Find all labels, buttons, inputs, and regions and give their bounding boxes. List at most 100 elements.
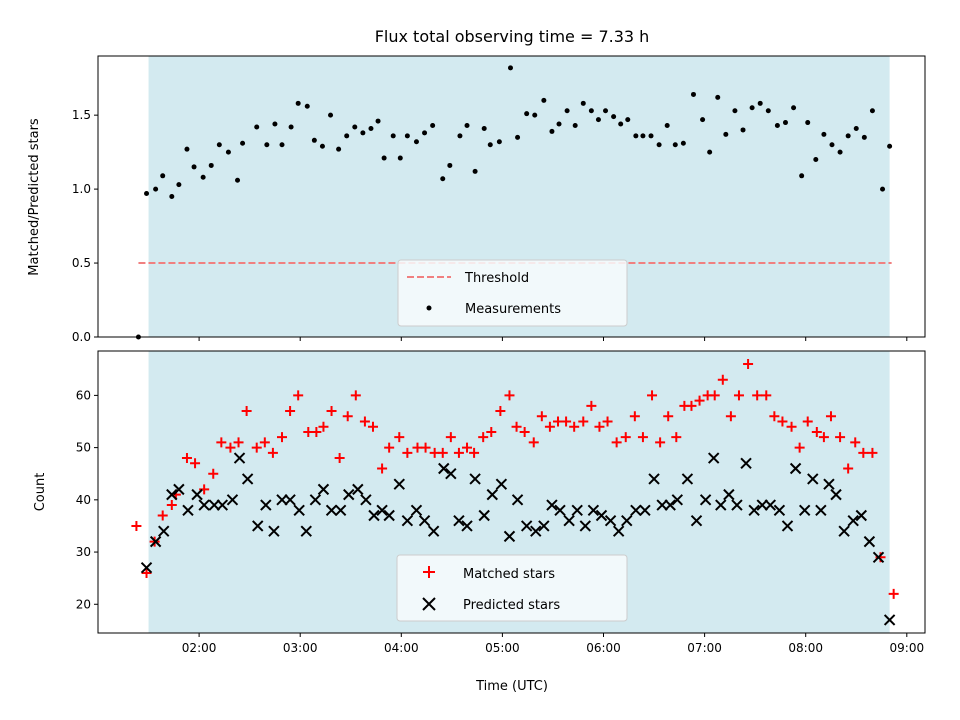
predicted-star-point [241, 473, 254, 485]
matched-star-point [166, 500, 177, 511]
predicted-star-point [317, 483, 330, 496]
measurement-point [700, 117, 706, 123]
measurement-point [487, 142, 493, 148]
matched-star-point [350, 390, 361, 401]
predicted-star-point [520, 520, 533, 532]
matched-star-point [326, 406, 337, 417]
measurement-point [656, 142, 662, 148]
matched-star-point [811, 426, 822, 437]
predicted-star-point [563, 515, 575, 527]
predicted-star-point [579, 520, 592, 532]
predicted-star-point [486, 488, 498, 501]
predicted-star-point [149, 535, 162, 548]
matched-star-point [611, 437, 622, 448]
matched-star-point [504, 390, 515, 401]
predicted-star-point [781, 520, 794, 532]
measurement-point [532, 112, 538, 118]
matched-star-point [671, 432, 682, 443]
x-tick-label: 02:00 [182, 641, 217, 655]
matched-star-point [277, 432, 288, 443]
measurement-point [829, 142, 835, 148]
matched-star-point [794, 442, 805, 453]
measurement-point [580, 100, 586, 106]
measurement-point [176, 182, 182, 188]
bottom-y-tick-label: 20 [76, 597, 91, 611]
matched-star-point [602, 416, 613, 427]
predicted-star-point [807, 473, 819, 485]
measurement-point [254, 124, 260, 130]
measurement-point [319, 143, 325, 149]
measurement-point [541, 97, 547, 103]
measurement-point [496, 139, 502, 145]
matched-star-point [752, 390, 763, 401]
measurement-point [381, 155, 387, 161]
measurement-point [799, 173, 805, 179]
top-y-axis-label: Matched/Predicted stars [27, 118, 42, 276]
measurement-point [740, 127, 746, 133]
matched-star-point [511, 421, 522, 432]
legend-threshold-label: Threshold [464, 271, 529, 286]
predicted-star-point [182, 504, 194, 516]
predicted-star-point [191, 488, 203, 501]
top-legend: Threshold Measurements [397, 259, 628, 327]
predicted-star-point [863, 535, 876, 548]
predicted-star-point [325, 504, 338, 516]
measurement-point [723, 131, 729, 137]
measurement-point [672, 142, 678, 148]
top-y-tick-label: 1.0 [72, 182, 91, 196]
predicted-star-point [233, 452, 246, 464]
predicted-star-point [699, 494, 712, 506]
matched-star-point [694, 395, 705, 406]
bottom-y-tick-label: 50 [76, 441, 91, 455]
measurement-point [782, 120, 788, 126]
bottom-legend-box [396, 554, 628, 622]
measurement-point [153, 186, 159, 192]
measurement-point [288, 124, 294, 130]
matched-star-point [293, 390, 304, 401]
predicted-star-point [883, 614, 896, 626]
measurement-point [640, 133, 646, 139]
matched-star-point [663, 411, 674, 422]
matched-star-point [717, 374, 728, 385]
measurement-point [633, 133, 639, 139]
matched-star-point [825, 411, 836, 422]
predicted-star-point [639, 504, 651, 516]
predicted-star-point [511, 494, 524, 506]
matched-star-point [888, 588, 899, 599]
matched-star-point [495, 406, 506, 417]
measurement-point [765, 108, 771, 114]
measurement-point [774, 123, 780, 129]
measurement-point [869, 108, 875, 114]
matched-star-point [190, 458, 201, 469]
matched-star-point [462, 442, 473, 453]
predicted-star-point [495, 478, 508, 490]
measurement-point [845, 133, 851, 139]
matched-star-point [519, 426, 530, 437]
measurement-point [837, 149, 843, 155]
measurement-point [648, 133, 654, 139]
matched-star-point [629, 411, 640, 422]
matched-star-point [686, 400, 697, 411]
predicted-star-point [671, 494, 684, 506]
measurement-point [208, 162, 214, 168]
x-tick-label: 04:00 [384, 641, 419, 655]
predicted-star-point [855, 509, 868, 522]
measurement-point [328, 112, 334, 118]
measurement-point [507, 65, 513, 71]
matched-star-point [377, 463, 388, 474]
predicted-star-point [360, 494, 372, 506]
matched-star-point [141, 567, 152, 578]
measurement-point [304, 103, 310, 109]
predicted-star-point [612, 525, 625, 537]
measurement-point [732, 108, 738, 114]
matched-star-point [569, 421, 580, 432]
matched-star-point [528, 437, 539, 448]
matched-star-point [342, 411, 353, 422]
predicted-star-point [681, 473, 694, 485]
matched-star-point [850, 437, 861, 448]
predicted-star-point [284, 494, 296, 506]
legend-measurements-swatch [426, 305, 432, 311]
matched-star-point [445, 432, 456, 443]
measurement-point [618, 121, 624, 127]
x-axis-label: Time (UTC) [475, 679, 548, 694]
